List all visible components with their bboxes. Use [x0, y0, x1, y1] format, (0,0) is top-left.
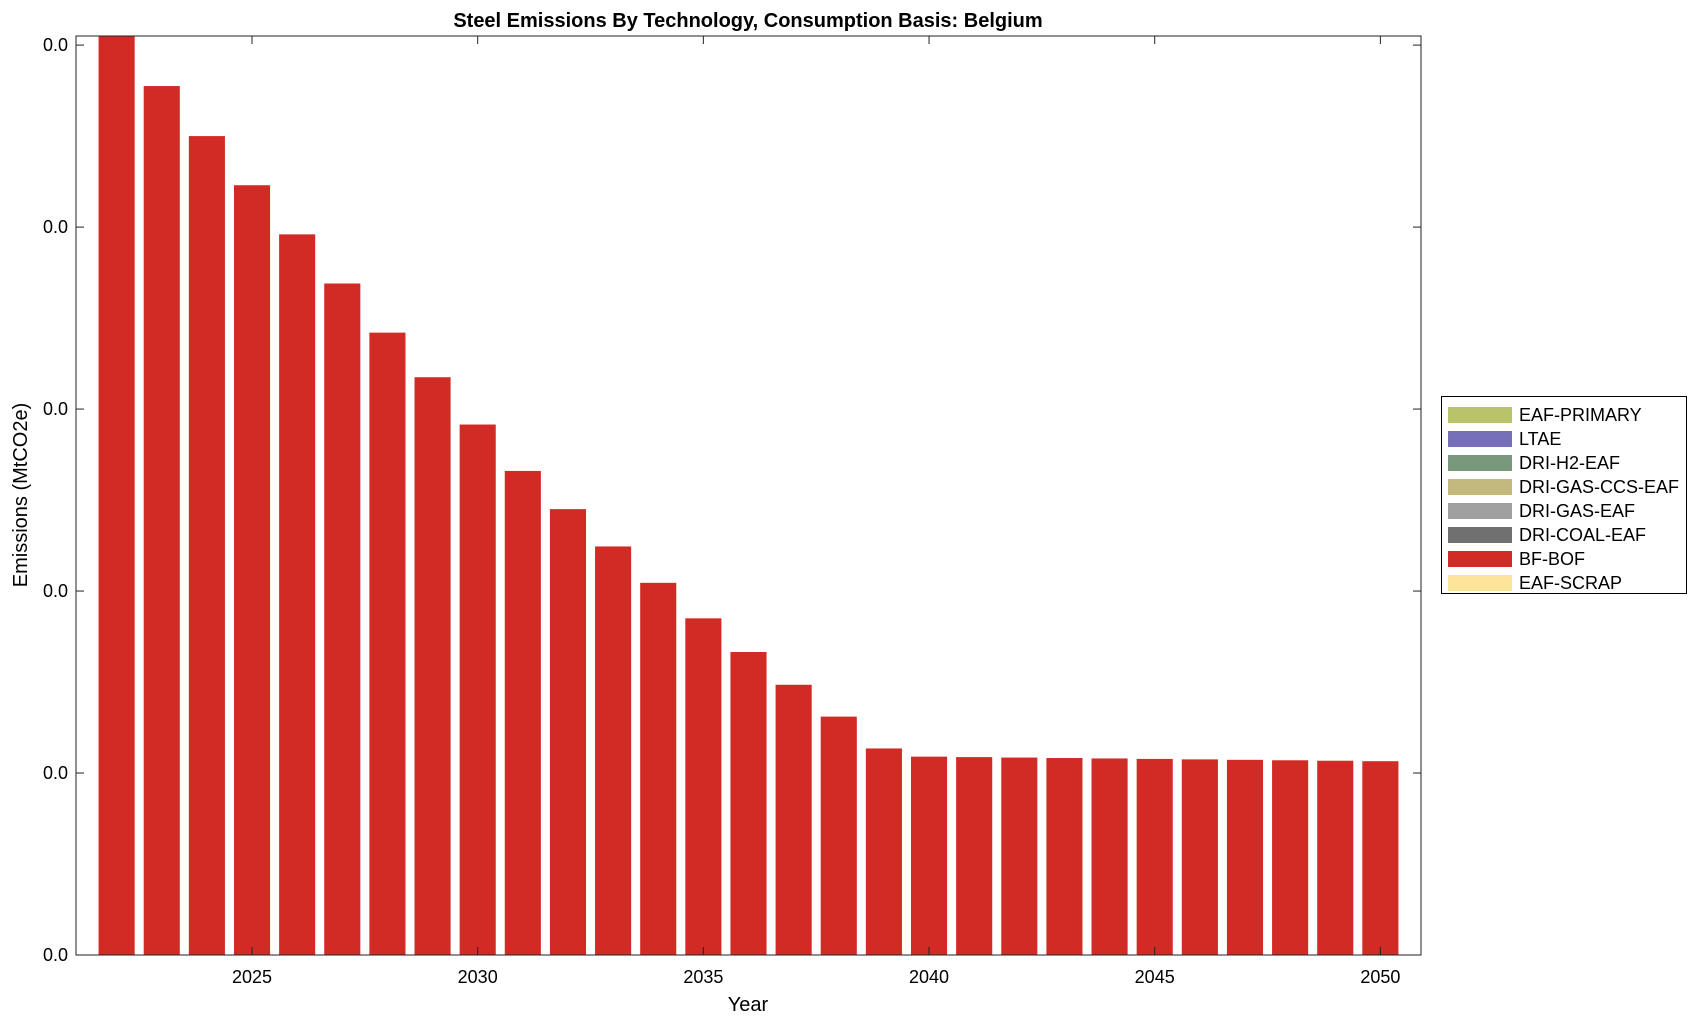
- bar-bf-bof-2023: [143, 86, 180, 955]
- legend-label: DRI-GAS-EAF: [1519, 500, 1636, 521]
- x-tick-label: 2030: [458, 967, 498, 987]
- bar-bf-bof-2027: [324, 283, 361, 956]
- plot-frame: [75, 35, 1422, 956]
- x-tick-label: 2025: [232, 967, 272, 987]
- bar-bf-bof-2048: [1272, 760, 1309, 955]
- legend-item: DRI-H2-EAF: [1442, 451, 1686, 475]
- bars-layer: [98, 36, 1399, 956]
- legend-label: DRI-GAS-CCS-EAF: [1519, 476, 1680, 497]
- bar-bf-bof-2050: [1362, 761, 1399, 955]
- legend-item: EAF-SCRAP: [1442, 571, 1686, 595]
- bar-bf-bof-2049: [1317, 760, 1354, 955]
- legend-swatch: [1448, 407, 1512, 423]
- bar-bf-bof-2029: [414, 377, 451, 955]
- legend-label: DRI-COAL-EAF: [1519, 524, 1647, 545]
- y-tick-label: 0.0: [43, 399, 68, 419]
- bar-bf-bof-2036: [730, 652, 767, 955]
- x-axis-label: Year: [728, 994, 769, 1016]
- bar-bf-bof-2043: [1046, 758, 1083, 955]
- bar-bf-bof-2022: [98, 36, 135, 955]
- legend-label: LTAE: [1519, 428, 1562, 449]
- y-axis-label: Emissions (MtCO2e): [10, 403, 32, 587]
- legend-label: EAF-SCRAP: [1519, 572, 1623, 593]
- bar-bf-bof-2037: [775, 684, 812, 955]
- bar-bf-bof-2047: [1226, 759, 1264, 955]
- y-tick-label: 0.0: [43, 217, 68, 237]
- legend-swatch: [1448, 431, 1512, 447]
- bar-bf-bof-2038: [820, 716, 857, 955]
- legend-swatch: [1448, 479, 1512, 495]
- legend: EAF-PRIMARY LTAE DRI-H2-EAF DRI-GAS-CCS-EAF…: [1441, 396, 1687, 594]
- bar-bf-bof-2044: [1091, 758, 1128, 955]
- legend-swatch: [1448, 551, 1512, 567]
- chart-title: Steel Emissions By Technology, Consumpti…: [453, 10, 1042, 32]
- legend-swatch: [1448, 527, 1512, 543]
- bar-bf-bof-2045: [1136, 758, 1173, 955]
- y-tick-label: 0.0: [43, 35, 68, 55]
- legend-item: BF-BOF: [1442, 547, 1686, 571]
- ticks-layer: 2025 2030 2035 2040 2045 2050 0.0 0.0 0.0 0.0 0.0 0…: [43, 35, 1421, 987]
- legend-swatch: [1448, 503, 1512, 519]
- bar-bf-bof-2028: [369, 332, 406, 956]
- bar-bf-bof-2031: [504, 470, 541, 955]
- x-tick-label: 2040: [909, 967, 949, 987]
- legend-swatch: [1448, 575, 1512, 591]
- x-tick-label: 2050: [1360, 967, 1400, 987]
- y-tick-label: 0.0: [43, 763, 68, 783]
- bar-bf-bof-2024: [188, 136, 225, 955]
- bar-bf-bof-2034: [640, 582, 677, 955]
- y-tick-label: 0.0: [43, 581, 68, 601]
- legend-item: DRI-COAL-EAF: [1442, 523, 1686, 547]
- legend-label: EAF-PRIMARY: [1519, 404, 1642, 425]
- bar-bf-bof-2032: [549, 509, 587, 955]
- legend-label: DRI-H2-EAF: [1519, 452, 1621, 473]
- x-tick-label: 2045: [1135, 967, 1175, 987]
- legend-item: LTAE: [1442, 427, 1686, 451]
- legend-item: DRI-GAS-EAF: [1442, 499, 1686, 523]
- legend-item: DRI-GAS-CCS-EAF: [1442, 475, 1686, 499]
- legend-swatch: [1448, 455, 1512, 471]
- bar-bf-bof-2041: [956, 757, 993, 955]
- bar-bf-bof-2039: [865, 748, 902, 955]
- bar-bf-bof-2035: [685, 618, 722, 955]
- bar-bf-bof-2030: [459, 424, 496, 955]
- bar-bf-bof-2033: [595, 546, 632, 955]
- y-tick-label: 0.0: [43, 945, 68, 965]
- bar-bf-bof-2026: [279, 234, 316, 956]
- bar-bf-bof-2025: [233, 185, 271, 955]
- x-tick-label: 2035: [683, 967, 723, 987]
- bar-bf-bof-2046: [1181, 759, 1218, 955]
- legend-label: BF-BOF: [1519, 548, 1585, 569]
- bar-bf-bof-2042: [1001, 757, 1038, 955]
- legend-item: EAF-PRIMARY: [1442, 403, 1686, 427]
- bar-bf-bof-2040: [910, 756, 948, 955]
